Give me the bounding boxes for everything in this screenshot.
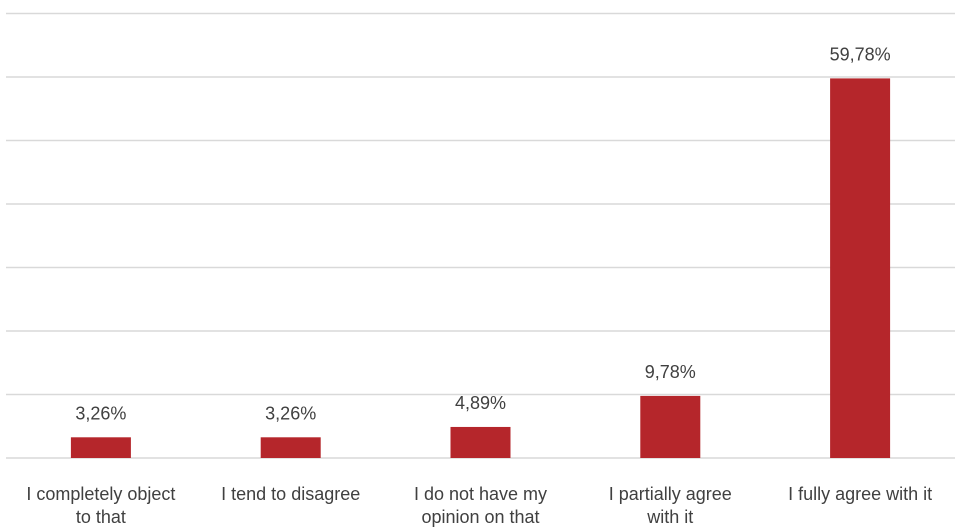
category-label-1-line-1: I completely object [26, 484, 175, 504]
data-label-1: 3,26% [75, 403, 126, 423]
bar-3 [450, 426, 511, 458]
category-label-3-line-1: I do not have my [414, 484, 547, 504]
category-label-1: I completely object to that [26, 484, 175, 527]
bars [70, 78, 891, 458]
bar-1 [70, 437, 131, 458]
category-label-4-line-1: I partially agree [609, 484, 732, 504]
data-label-3: 4,89% [455, 393, 506, 413]
data-label-5: 59,78% [830, 44, 891, 64]
category-label-2: I tend to disagree [221, 484, 360, 504]
category-label-2-line-1: I tend to disagree [221, 484, 360, 504]
category-label-5-line-1: I fully agree with it [788, 484, 932, 504]
bar-5 [830, 78, 891, 458]
bar-4 [640, 395, 701, 458]
category-label-4-line-2: with it [646, 507, 693, 527]
data-label-2: 3,26% [265, 403, 316, 423]
gridlines [6, 12, 955, 459]
category-label-4: I partially agree with it [609, 484, 732, 527]
category-label-3: I do not have my opinion on that [414, 484, 547, 527]
category-labels: I completely object to that I tend to disa… [26, 484, 932, 527]
category-label-5: I fully agree with it [788, 484, 932, 504]
data-label-4: 9,78% [645, 362, 696, 382]
data-labels: 3,26% 3,26% 4,89% 9,78% 59,78% [75, 44, 890, 423]
category-label-3-line-2: opinion on that [421, 507, 539, 527]
bar-2 [260, 437, 321, 458]
category-label-1-line-2: to that [76, 507, 126, 527]
